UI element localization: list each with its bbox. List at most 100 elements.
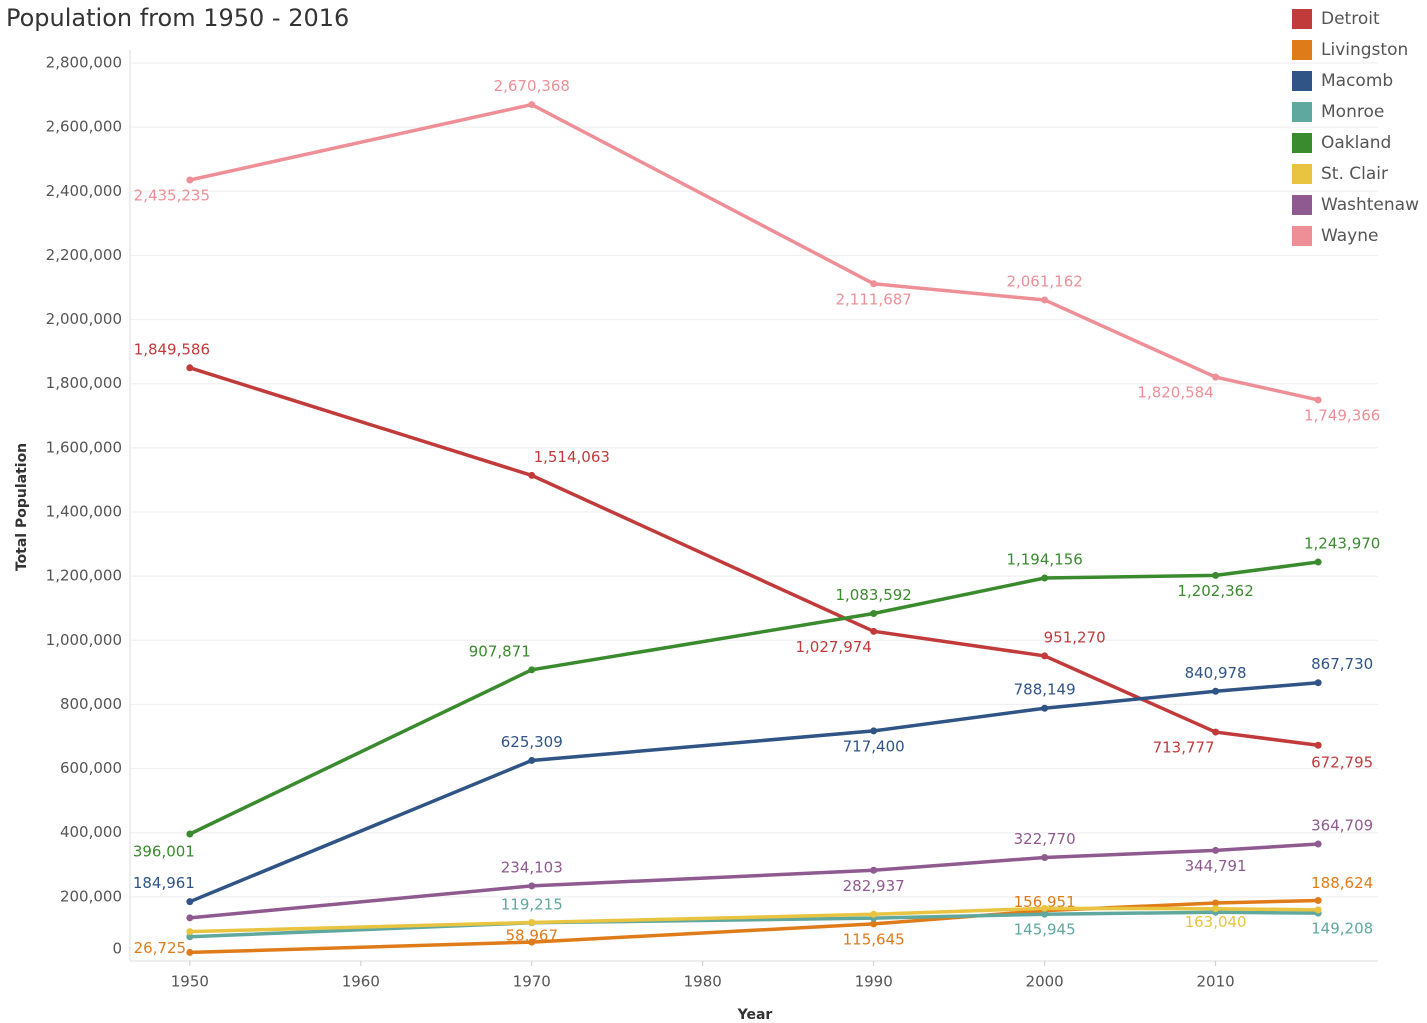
legend-label: Oakland (1321, 133, 1391, 153)
data-point (1314, 679, 1322, 687)
data-point (1212, 728, 1220, 736)
value-label: 2,061,162 (1006, 272, 1082, 290)
data-point (1212, 687, 1220, 695)
y-tick-label: 400,000 (60, 823, 122, 841)
data-point (186, 364, 194, 372)
data-point (870, 910, 878, 918)
data-point (870, 920, 878, 928)
legend-label: Detroit (1321, 9, 1380, 29)
x-tick-label: 1970 (513, 973, 551, 991)
data-point (1314, 396, 1322, 404)
data-point (870, 280, 878, 288)
data-point (186, 176, 194, 184)
data-point (528, 882, 536, 890)
data-point (1041, 704, 1049, 712)
value-label: 115,645 (843, 930, 905, 948)
value-label: 58,967 (506, 927, 559, 945)
value-label: 2,435,235 (134, 186, 210, 204)
data-point (870, 627, 878, 635)
legend-swatch (1292, 40, 1312, 60)
y-tick-label: 2,200,000 (46, 246, 122, 264)
y-tick-label: 1,200,000 (46, 567, 122, 585)
legend-swatch (1292, 164, 1312, 184)
x-tick-label: 1960 (342, 973, 380, 991)
y-axis-title: Total Population (14, 443, 30, 571)
value-label: 1,027,974 (795, 638, 871, 656)
value-label: 145,945 (1014, 921, 1076, 939)
value-label: 188,624 (1311, 874, 1373, 892)
legend-swatch (1292, 226, 1312, 246)
series-line (189, 102, 1319, 402)
y-tick-label: 1,400,000 (46, 503, 122, 521)
data-point (870, 727, 878, 735)
x-tick-label: 2010 (1196, 973, 1234, 991)
y-tick-label: 0 (112, 940, 122, 958)
x-tick-label: 2000 (1026, 973, 1064, 991)
legend-label: St. Clair (1321, 164, 1388, 184)
data-point (1041, 910, 1049, 918)
data-point (186, 898, 194, 906)
data-point (1212, 846, 1220, 854)
data-point (186, 914, 194, 922)
value-label: 344,791 (1185, 857, 1247, 875)
value-label: 1,849,586 (134, 340, 210, 358)
value-label: 282,937 (843, 877, 905, 895)
y-tick-label: 200,000 (60, 887, 122, 905)
data-point (1212, 571, 1220, 579)
x-tick-label: 1950 (171, 973, 209, 991)
y-tick-label: 2,800,000 (46, 54, 122, 72)
y-tick-label: 1,800,000 (46, 374, 122, 392)
data-point (1041, 296, 1049, 304)
value-label: 867,730 (1311, 655, 1373, 673)
data-point (1041, 574, 1049, 582)
data-point (1212, 899, 1220, 907)
data-point (870, 609, 878, 617)
value-label: 713,777 (1153, 739, 1215, 757)
data-point (528, 471, 536, 479)
value-label: 163,040 (1185, 913, 1247, 931)
series-line (189, 560, 1319, 836)
data-point (528, 756, 536, 764)
data-point (186, 948, 194, 956)
data-point (1212, 905, 1220, 913)
value-label: 234,103 (501, 858, 563, 876)
data-point (1314, 840, 1322, 848)
x-axis-title: Year (737, 1007, 773, 1023)
series-line (189, 906, 1319, 934)
value-label: 322,770 (1014, 830, 1076, 848)
data-point (1314, 558, 1322, 566)
y-tick-label: 1,000,000 (46, 631, 122, 649)
value-label: 1,749,366 (1304, 406, 1380, 424)
data-point (1041, 652, 1049, 660)
legend-swatch (1292, 195, 1312, 215)
value-label: 788,149 (1014, 681, 1076, 699)
value-label: 119,215 (501, 895, 563, 913)
series-line (189, 842, 1319, 920)
value-label: 2,670,368 (494, 77, 570, 95)
value-label: 1,194,156 (1006, 551, 1082, 569)
data-point (186, 928, 194, 936)
value-label: 184,961 (133, 874, 195, 892)
data-point (186, 830, 194, 838)
legend-swatch (1292, 71, 1312, 91)
value-label: 1,202,362 (1177, 582, 1253, 600)
legend-label: Macomb (1321, 71, 1393, 91)
data-point (1041, 904, 1049, 912)
y-tick-label: 2,000,000 (46, 310, 122, 328)
data-point (528, 918, 536, 926)
value-label: 364,709 (1311, 817, 1373, 835)
value-label: 717,400 (843, 737, 905, 755)
legend-swatch (1292, 102, 1312, 122)
value-label: 625,309 (501, 733, 563, 751)
data-point (1041, 853, 1049, 861)
y-tick-label: 2,400,000 (46, 182, 122, 200)
y-tick-label: 1,600,000 (46, 438, 122, 456)
legend-swatch (1292, 133, 1312, 153)
y-tick-label: 800,000 (60, 695, 122, 713)
legend-label: Livingston (1321, 40, 1408, 60)
x-tick-label: 1990 (855, 973, 893, 991)
legend-label: Washtenaw (1321, 195, 1419, 215)
value-label: 26,725 (134, 939, 187, 957)
data-point (1314, 741, 1322, 749)
